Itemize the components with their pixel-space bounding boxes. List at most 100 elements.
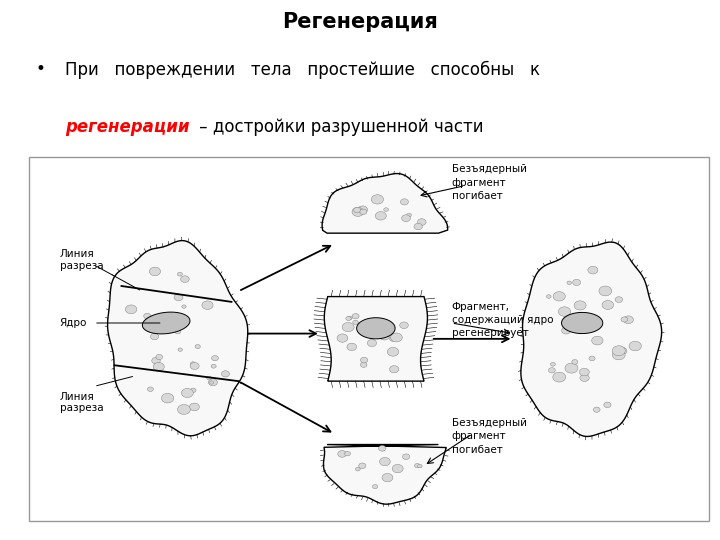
Circle shape bbox=[345, 451, 351, 456]
Circle shape bbox=[361, 357, 368, 363]
Circle shape bbox=[372, 484, 378, 489]
Circle shape bbox=[352, 314, 359, 319]
Circle shape bbox=[178, 348, 182, 352]
Circle shape bbox=[208, 379, 217, 386]
Circle shape bbox=[574, 301, 586, 310]
Circle shape bbox=[415, 463, 420, 468]
Circle shape bbox=[191, 362, 195, 366]
Circle shape bbox=[207, 376, 212, 380]
Circle shape bbox=[617, 347, 627, 355]
Circle shape bbox=[567, 281, 572, 285]
Circle shape bbox=[149, 321, 154, 326]
Polygon shape bbox=[107, 241, 248, 436]
Circle shape bbox=[418, 464, 422, 468]
Circle shape bbox=[178, 404, 190, 414]
Text: Линия
разреза: Линия разреза bbox=[60, 249, 103, 271]
Circle shape bbox=[621, 317, 628, 322]
Circle shape bbox=[149, 267, 161, 276]
Circle shape bbox=[624, 316, 634, 323]
Circle shape bbox=[346, 316, 351, 321]
Text: Регенерация: Регенерация bbox=[282, 12, 438, 32]
Polygon shape bbox=[562, 313, 603, 334]
Circle shape bbox=[379, 446, 386, 451]
Circle shape bbox=[190, 388, 196, 393]
Circle shape bbox=[358, 206, 367, 213]
Circle shape bbox=[181, 388, 193, 397]
Circle shape bbox=[549, 368, 555, 373]
Circle shape bbox=[156, 354, 163, 360]
Circle shape bbox=[580, 374, 589, 381]
Circle shape bbox=[354, 207, 361, 213]
Circle shape bbox=[387, 347, 399, 356]
Circle shape bbox=[153, 362, 164, 371]
Polygon shape bbox=[322, 173, 448, 233]
Circle shape bbox=[615, 296, 623, 302]
Text: Безъядерный
фрагмент
погибает: Безъядерный фрагмент погибает bbox=[451, 418, 526, 455]
Text: •: • bbox=[36, 60, 46, 78]
Circle shape bbox=[612, 350, 625, 360]
Text: При   повреждении   тела   простейшие   способны   к: При повреждении тела простейшие способны… bbox=[65, 60, 540, 79]
Polygon shape bbox=[521, 242, 662, 436]
Circle shape bbox=[222, 371, 230, 377]
Circle shape bbox=[150, 333, 158, 340]
Circle shape bbox=[400, 322, 408, 328]
Circle shape bbox=[564, 316, 571, 322]
Circle shape bbox=[604, 402, 611, 408]
Polygon shape bbox=[323, 444, 446, 504]
Circle shape bbox=[210, 381, 214, 384]
Circle shape bbox=[414, 223, 423, 230]
Circle shape bbox=[382, 474, 393, 482]
Circle shape bbox=[353, 320, 359, 325]
Circle shape bbox=[144, 313, 150, 319]
Circle shape bbox=[361, 362, 367, 367]
Circle shape bbox=[390, 366, 399, 373]
Circle shape bbox=[588, 266, 598, 274]
Circle shape bbox=[337, 334, 348, 342]
Circle shape bbox=[572, 360, 578, 365]
Circle shape bbox=[629, 341, 642, 351]
Circle shape bbox=[181, 276, 189, 282]
Circle shape bbox=[390, 336, 395, 341]
Circle shape bbox=[392, 464, 403, 473]
Circle shape bbox=[558, 307, 571, 316]
Circle shape bbox=[175, 329, 181, 334]
Circle shape bbox=[125, 305, 137, 314]
Circle shape bbox=[212, 355, 218, 361]
Circle shape bbox=[359, 463, 366, 469]
Circle shape bbox=[352, 207, 364, 217]
Circle shape bbox=[347, 343, 356, 350]
Circle shape bbox=[177, 272, 182, 276]
Circle shape bbox=[348, 316, 352, 320]
Circle shape bbox=[367, 340, 377, 347]
Text: Безъядерный
фрагмент
погибает: Безъядерный фрагмент погибает bbox=[451, 165, 526, 201]
Text: – достройки разрушенной части: – достройки разрушенной части bbox=[194, 118, 484, 136]
Circle shape bbox=[592, 336, 603, 345]
Circle shape bbox=[589, 356, 595, 361]
Circle shape bbox=[372, 195, 384, 204]
Text: регенерации: регенерации bbox=[65, 118, 189, 136]
Circle shape bbox=[174, 294, 183, 301]
Circle shape bbox=[418, 219, 426, 225]
Polygon shape bbox=[356, 318, 395, 339]
Circle shape bbox=[360, 209, 367, 214]
Circle shape bbox=[612, 346, 625, 356]
Circle shape bbox=[384, 208, 389, 212]
Circle shape bbox=[546, 295, 551, 298]
Circle shape bbox=[400, 199, 408, 205]
Circle shape bbox=[342, 322, 354, 332]
Circle shape bbox=[380, 322, 387, 327]
Text: Ядро: Ядро bbox=[60, 318, 87, 328]
Circle shape bbox=[195, 345, 200, 349]
Circle shape bbox=[379, 332, 390, 340]
Circle shape bbox=[161, 393, 174, 403]
Circle shape bbox=[551, 362, 555, 366]
Circle shape bbox=[402, 215, 410, 221]
Circle shape bbox=[553, 292, 565, 301]
Circle shape bbox=[202, 301, 213, 309]
Circle shape bbox=[356, 467, 360, 471]
Circle shape bbox=[572, 279, 580, 286]
Polygon shape bbox=[143, 312, 190, 334]
Circle shape bbox=[407, 213, 411, 217]
Circle shape bbox=[379, 457, 390, 465]
Circle shape bbox=[391, 333, 402, 342]
